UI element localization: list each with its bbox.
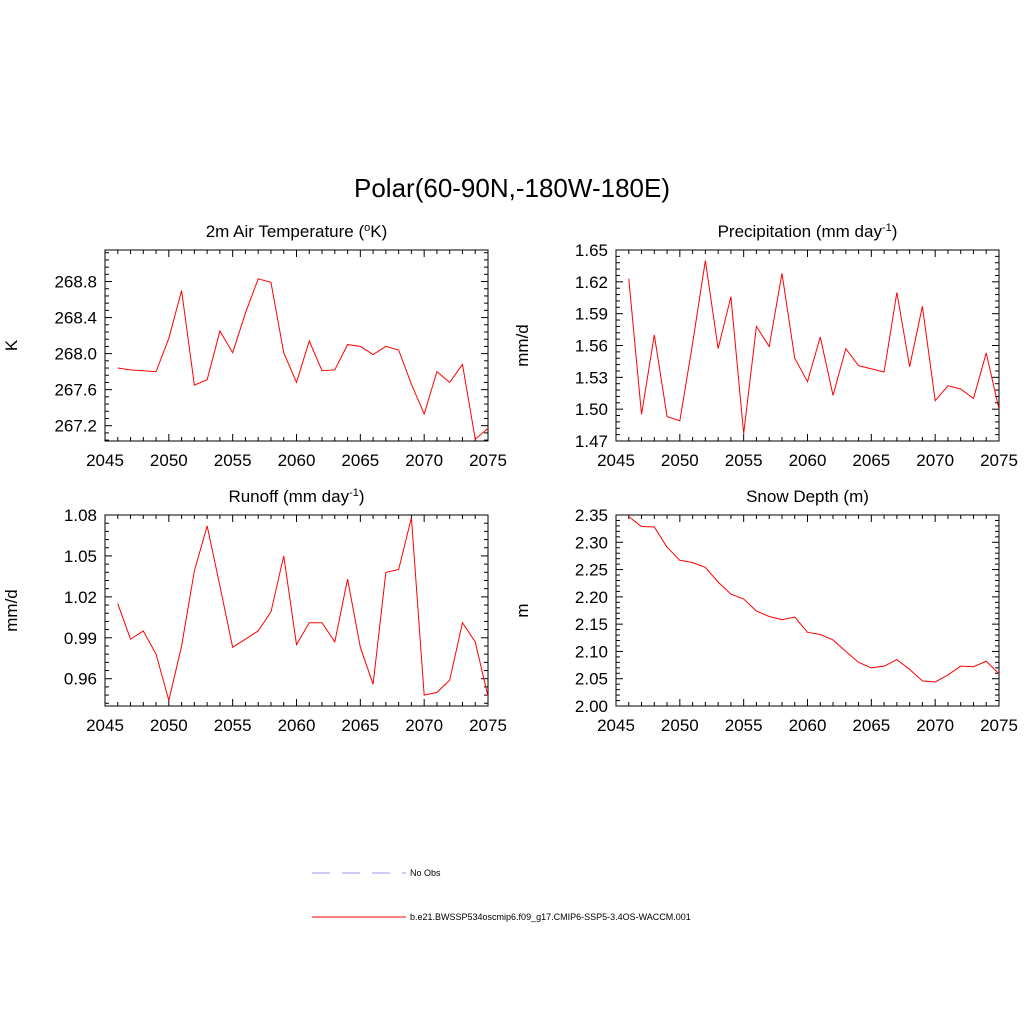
panels: 2m Air Temperature (oK) K 2045 2050 2055 2060…: [2, 222, 1018, 735]
x-tick-label-air-temperature: 2075: [469, 451, 507, 470]
y-tick-label-snow-depth: 2.30: [575, 533, 608, 552]
y-tick-label-snow-depth: 2.05: [575, 670, 608, 689]
x-tick-label-snow-depth: 2050: [661, 716, 699, 735]
plot-frame-precipitation: [615, 249, 1000, 442]
panel-runoff: Runoff (mm day-1) mm/d 2045 2050 2055 2060 206…: [2, 487, 507, 735]
panel-air-temperature: 2m Air Temperature (oK) K 2045 2050 2055 2060…: [2, 222, 507, 470]
y-tick-label-air-temperature: 268.0: [54, 345, 97, 364]
panel-title-runoff: Runoff (mm day-1): [228, 487, 364, 506]
figure-title: Polar(60-90N,-180W-180E): [354, 173, 670, 203]
x-tick-label-runoff: 2070: [405, 716, 443, 735]
x-tick-label-snow-depth: 2060: [789, 716, 827, 735]
x-tick-label-precipitation: 2075: [980, 451, 1018, 470]
x-tick-label-air-temperature: 2065: [341, 451, 379, 470]
legend: No Obs b.e21.BWSSP534oscmip6.f09_g17.CMI…: [312, 868, 691, 922]
legend-model-label: b.e21.BWSSP534oscmip6.f09_g17.CMIP6-SSP5…: [410, 912, 691, 922]
series-line-precipitation: [628, 260, 999, 434]
y-tick-label-snow-depth: 2.00: [575, 697, 608, 716]
y-tick-label-snow-depth: 2.35: [575, 506, 608, 525]
x-tick-label-air-temperature: 2070: [405, 451, 443, 470]
x-tick-label-precipitation: 2045: [597, 451, 635, 470]
legend-obs-label: No Obs: [410, 868, 441, 878]
x-tick-label-precipitation: 2050: [661, 451, 699, 470]
y-tick-label-air-temperature: 268.8: [54, 273, 97, 292]
y-tick-label-runoff: 1.08: [64, 506, 97, 525]
plot-frame-air-temperature: [104, 249, 489, 442]
x-tick-label-air-temperature: 2050: [150, 451, 188, 470]
x-tick-label-precipitation: 2070: [916, 451, 954, 470]
panel-title-air-temperature: 2m Air Temperature (oK): [206, 222, 388, 241]
y-axis-label-precipitation: mm/d: [513, 324, 532, 367]
x-tick-label-runoff: 2060: [278, 716, 316, 735]
y-axis-label-runoff: mm/d: [2, 589, 21, 632]
y-tick-label-precipitation: 1.59: [575, 305, 608, 324]
y-tick-label-runoff: 1.05: [64, 547, 97, 566]
series-line-snow-depth: [628, 516, 999, 683]
panel-snow-depth: Snow Depth (m) m 2045 2050 2055 2060 2065 2070 2…: [513, 487, 1018, 735]
y-tick-label-air-temperature: 267.2: [54, 417, 97, 436]
y-axis-label-snow-depth: m: [513, 603, 532, 617]
y-axis-label-air-temperature: K: [2, 339, 21, 351]
y-tick-label-precipitation: 1.56: [575, 337, 608, 356]
series-line-air-temperature: [117, 278, 488, 441]
x-tick-label-precipitation: 2065: [852, 451, 890, 470]
x-tick-label-air-temperature: 2055: [214, 451, 252, 470]
x-tick-label-precipitation: 2055: [725, 451, 763, 470]
x-tick-label-runoff: 2055: [214, 716, 252, 735]
y-tick-label-air-temperature: 267.6: [54, 381, 97, 400]
panel-title-precipitation: Precipitation (mm day-1): [718, 222, 898, 241]
x-tick-label-air-temperature: 2060: [278, 451, 316, 470]
series-line-runoff: [117, 517, 488, 701]
y-tick-label-runoff: 0.99: [64, 629, 97, 648]
x-tick-label-snow-depth: 2070: [916, 716, 954, 735]
y-tick-label-precipitation: 1.62: [575, 273, 608, 292]
y-tick-label-precipitation: 1.53: [575, 368, 608, 387]
x-tick-label-runoff: 2045: [86, 716, 124, 735]
y-tick-label-precipitation: 1.65: [575, 241, 608, 260]
y-tick-label-snow-depth: 2.25: [575, 561, 608, 580]
plot-frame-snow-depth: [615, 514, 1000, 707]
x-tick-label-runoff: 2065: [341, 716, 379, 735]
y-tick-label-air-temperature: 268.4: [54, 309, 97, 328]
y-tick-label-precipitation: 1.47: [575, 432, 608, 451]
y-tick-label-precipitation: 1.50: [575, 400, 608, 419]
x-tick-label-air-temperature: 2045: [86, 451, 124, 470]
panel-precipitation: Precipitation (mm day-1) mm/d 2045 2050 2055…: [513, 222, 1018, 470]
y-tick-label-runoff: 1.02: [64, 588, 97, 607]
y-tick-label-snow-depth: 2.20: [575, 588, 608, 607]
panel-title-snow-depth: Snow Depth (m): [746, 487, 869, 506]
x-tick-label-snow-depth: 2075: [980, 716, 1018, 735]
x-tick-label-snow-depth: 2065: [852, 716, 890, 735]
y-tick-label-snow-depth: 2.10: [575, 642, 608, 661]
x-tick-label-snow-depth: 2055: [725, 716, 763, 735]
y-tick-label-runoff: 0.96: [64, 670, 97, 689]
x-tick-label-snow-depth: 2045: [597, 716, 635, 735]
y-tick-label-snow-depth: 2.15: [575, 615, 608, 634]
x-tick-label-runoff: 2075: [469, 716, 507, 735]
x-tick-label-runoff: 2050: [150, 716, 188, 735]
x-tick-label-precipitation: 2060: [789, 451, 827, 470]
